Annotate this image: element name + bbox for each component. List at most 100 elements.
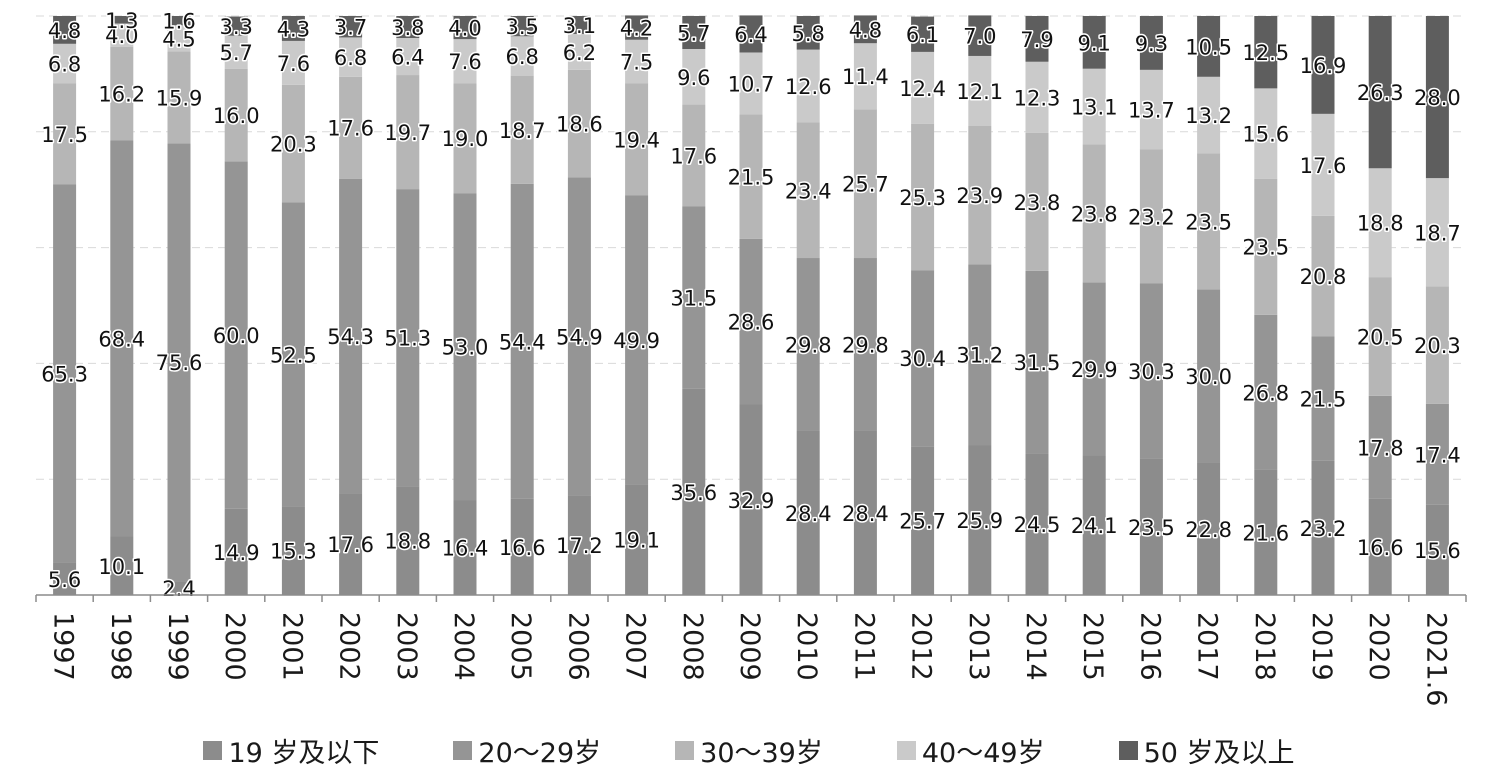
data-label: 6.2: [563, 41, 596, 65]
data-label: 23.9: [956, 184, 1003, 208]
bar-segment: [453, 83, 477, 194]
bar-segment: [396, 16, 420, 39]
bar-segment: [911, 51, 935, 124]
data-label: 54.4: [499, 330, 546, 354]
x-tick-label: 2006: [562, 612, 593, 681]
bar-segment: [1425, 504, 1449, 595]
data-label: 21.5: [1300, 387, 1347, 411]
data-label: 14.9: [213, 541, 260, 565]
data-label: 29.8: [842, 333, 889, 357]
bar-segment: [968, 55, 992, 127]
bar-segment: [510, 75, 534, 184]
bar-segment: [567, 16, 591, 34]
bar-segment: [1311, 113, 1335, 216]
data-label: 12.3: [1014, 86, 1061, 110]
bar-segment: [1139, 149, 1163, 284]
bar-segment: [167, 25, 191, 52]
bar-segment: [1368, 277, 1392, 396]
data-label: 26.8: [1242, 381, 1289, 405]
data-label: 23.5: [1128, 516, 1175, 540]
legend-label: 20～29岁: [478, 737, 602, 769]
legend-label: 30～39岁: [700, 737, 823, 769]
bar-segment: [453, 16, 477, 40]
data-label: 10.7: [728, 72, 775, 96]
bars: [53, 15, 1449, 595]
x-tick-label: 2015: [1077, 612, 1108, 681]
bar-segment: [224, 16, 248, 36]
data-label: 20.3: [1414, 334, 1461, 358]
data-label: 23.5: [1242, 236, 1289, 260]
data-label: 7.9: [1020, 28, 1053, 52]
data-label: 18.7: [499, 119, 546, 143]
legend-swatch: [453, 740, 473, 760]
data-label: 51.3: [384, 327, 431, 351]
data-label: 23.5: [1185, 210, 1232, 234]
bar-segment: [1197, 462, 1221, 595]
data-label: 29.8: [785, 333, 832, 357]
data-label: 3.7: [334, 16, 367, 40]
data-label: 4.0: [448, 17, 481, 41]
data-label: 15.6: [1414, 539, 1461, 563]
bar-segment: [281, 202, 305, 507]
data-label: 17.6: [327, 117, 374, 141]
data-label: 75.6: [156, 351, 203, 375]
data-label: 13.7: [1128, 99, 1175, 123]
x-tick-label: 2000: [219, 612, 250, 681]
legend-swatch: [896, 740, 916, 760]
data-label: 30.0: [1185, 365, 1232, 389]
data-label: 1.3: [105, 9, 138, 33]
legend-item: 20～29岁: [453, 731, 601, 770]
bar-segment: [510, 183, 534, 499]
data-label: 24.1: [1071, 514, 1118, 538]
bar-segment: [968, 15, 992, 56]
data-label: 7.6: [448, 50, 481, 74]
x-tick-label: 2012: [906, 612, 937, 681]
data-label: 17.8: [1357, 436, 1404, 460]
data-label: 18.7: [1414, 221, 1461, 245]
bar-segment: [911, 446, 935, 595]
bar-segment: [339, 178, 363, 494]
data-label: 18.6: [556, 113, 603, 137]
bar-segment: [968, 126, 992, 265]
x-tick-label: 2019: [1306, 612, 1337, 681]
bar-segment: [739, 114, 763, 239]
x-tick-label: 1998: [105, 612, 136, 681]
data-label: 6.4: [391, 46, 424, 70]
data-label: 25.7: [899, 510, 946, 534]
bar-segment: [625, 39, 649, 84]
data-label: 25.9: [956, 509, 1003, 533]
bar-segment: [1082, 16, 1106, 69]
bar-segment: [739, 238, 763, 405]
data-label: 17.6: [670, 145, 717, 169]
bar-segment: [796, 16, 820, 50]
data-label: 10.1: [98, 555, 145, 579]
data-label: 29.9: [1071, 358, 1118, 382]
x-tick-label: 2001: [276, 612, 307, 681]
data-label: 16.2: [98, 83, 145, 107]
data-label: 11.4: [842, 65, 889, 89]
bar-segment: [796, 49, 820, 123]
data-label: 49.9: [613, 329, 660, 353]
x-tick-label: 2014: [1020, 612, 1051, 681]
bar-segment: [53, 43, 77, 84]
data-label: 7.5: [620, 50, 653, 74]
bar-segment: [1025, 270, 1049, 454]
bar-segment: [853, 430, 877, 595]
bar-segment: [339, 493, 363, 595]
bar-segment: [1139, 16, 1163, 70]
bar-segment: [1425, 16, 1449, 179]
bar-segment: [1254, 88, 1278, 179]
legend: 19 岁及以下 20～29岁 30～39岁 40～49岁 50 岁及以上: [0, 728, 1498, 772]
data-label: 60.0: [213, 324, 260, 348]
data-label: 23.4: [785, 179, 832, 203]
data-label: 15.3: [270, 540, 317, 564]
data-label: 7.6: [277, 52, 310, 76]
bar-segment: [853, 43, 877, 110]
x-tick-label: 2004: [448, 612, 479, 681]
data-label: 19.4: [613, 128, 660, 152]
bar-segment: [1025, 132, 1049, 271]
data-label: 26.3: [1357, 81, 1404, 105]
bar-segment: [567, 69, 591, 178]
data-label: 28.4: [785, 502, 832, 526]
bar-segment: [853, 109, 877, 259]
